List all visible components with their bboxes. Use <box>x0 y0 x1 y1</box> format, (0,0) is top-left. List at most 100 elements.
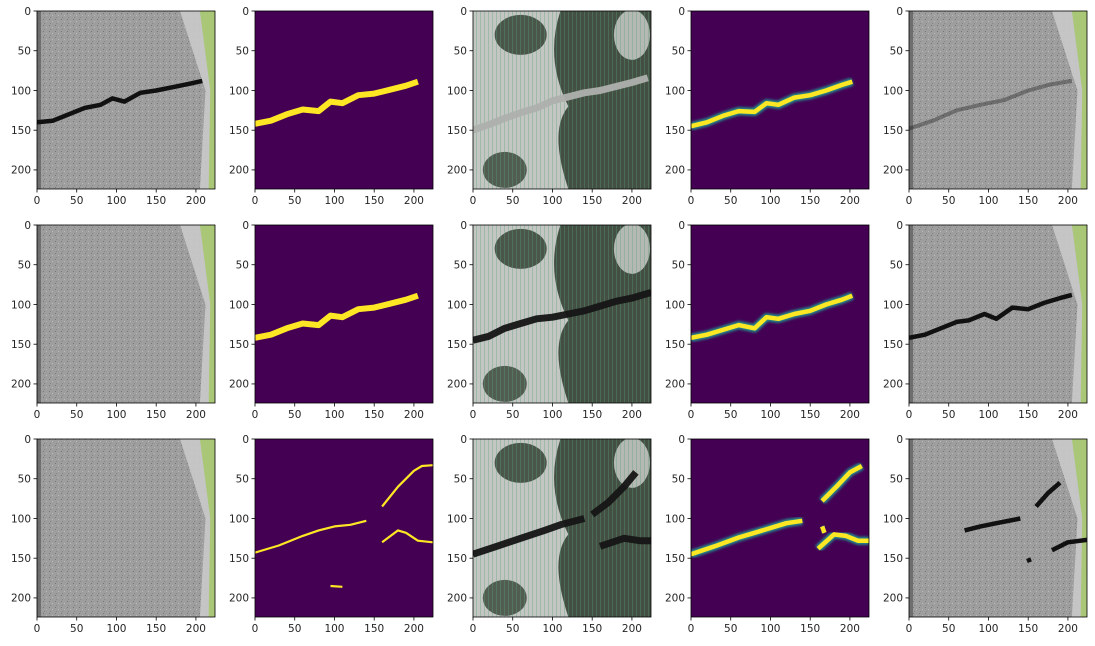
x-tick-label: 0 <box>252 623 259 635</box>
road-surface <box>909 11 1087 189</box>
axes-frame <box>908 438 1088 618</box>
y-tick-label: 0 <box>678 6 685 18</box>
grass-strip <box>199 225 215 403</box>
axes-frame <box>36 438 216 618</box>
road-surface <box>37 225 215 403</box>
y-tick-label: 0 <box>896 434 903 446</box>
x-tick-label: 0 <box>688 195 695 207</box>
axes-frame <box>690 224 870 404</box>
y-tick-label: 50 <box>672 474 685 486</box>
x-tick-label: 150 <box>146 409 166 421</box>
mask-crack <box>255 519 367 554</box>
x-tick-label: 150 <box>146 195 166 207</box>
x-tick-label: 200 <box>1058 623 1078 635</box>
x-tick-label: 100 <box>760 409 780 421</box>
y-tick-label: 150 <box>883 553 903 565</box>
crack-line <box>1050 537 1087 553</box>
axes-frame <box>36 10 216 190</box>
y-tick-label: 100 <box>665 513 685 525</box>
x-tick-label: 0 <box>688 623 695 635</box>
y-tick-label: 200 <box>229 379 249 391</box>
x-tick-label: 150 <box>364 623 384 635</box>
mask-crack <box>820 464 863 503</box>
y-tick-label: 150 <box>229 125 249 137</box>
grass-strip <box>199 11 215 189</box>
y-tick-label: 50 <box>236 46 249 58</box>
x-tick-label: 50 <box>506 195 519 207</box>
y-tick-label: 100 <box>447 85 467 97</box>
x-tick-label: 200 <box>186 195 206 207</box>
y-tick-label: 50 <box>18 260 31 272</box>
y-tick-label: 0 <box>678 220 685 232</box>
panel-r0-c1: 0 50 100 150 200 0 50 100 150 200 <box>229 6 434 207</box>
y-tick-label: 100 <box>229 85 249 97</box>
x-tick-label: 50 <box>288 409 301 421</box>
x-tick-label: 50 <box>70 409 83 421</box>
y-tick-label: 0 <box>242 6 249 18</box>
x-tick-label: 150 <box>582 623 602 635</box>
y-tick-label: 200 <box>11 379 31 391</box>
panel-r1-c4: 0 50 100 150 200 0 50 100 150 200 <box>883 220 1088 421</box>
x-tick-label: 150 <box>800 195 820 207</box>
crack-line <box>1034 480 1062 508</box>
x-tick-label: 100 <box>542 623 562 635</box>
x-tick-label: 50 <box>942 195 955 207</box>
y-tick-label: 150 <box>229 553 249 565</box>
x-tick-label: 100 <box>760 623 780 635</box>
x-tick-label: 0 <box>34 623 41 635</box>
y-tick-label: 0 <box>460 6 467 18</box>
x-tick-label: 200 <box>622 195 642 207</box>
y-tick-label: 0 <box>24 6 31 18</box>
y-tick-label: 200 <box>229 165 249 177</box>
mask-background <box>255 439 433 617</box>
axes-frame <box>254 10 434 190</box>
x-tick-label: 50 <box>942 409 955 421</box>
x-tick-label: 0 <box>34 409 41 421</box>
x-tick-label: 0 <box>470 409 477 421</box>
y-tick-label: 0 <box>460 220 467 232</box>
x-tick-label: 100 <box>106 623 126 635</box>
y-tick-label: 150 <box>665 125 685 137</box>
y-tick-label: 0 <box>24 220 31 232</box>
x-tick-label: 150 <box>582 195 602 207</box>
axes-frame <box>908 10 1088 190</box>
y-tick-label: 100 <box>883 513 903 525</box>
panel-r1-c2: 0 50 100 150 200 0 50 100 150 200 <box>447 220 652 421</box>
y-tick-label: 0 <box>896 6 903 18</box>
mask-crack <box>330 584 343 588</box>
y-tick-label: 100 <box>11 85 31 97</box>
x-tick-label: 100 <box>106 195 126 207</box>
y-tick-label: 100 <box>665 85 685 97</box>
generated-crack <box>473 289 651 344</box>
y-tick-label: 150 <box>665 553 685 565</box>
y-tick-label: 50 <box>890 474 903 486</box>
panel-r2-c1: 0 50 100 150 200 0 50 100 150 200 <box>229 434 434 635</box>
y-tick-label: 150 <box>229 339 249 351</box>
y-tick-label: 200 <box>447 165 467 177</box>
x-tick-label: 50 <box>724 623 737 635</box>
road-surface <box>909 225 1087 403</box>
y-tick-label: 150 <box>447 553 467 565</box>
mask-crack <box>381 529 433 544</box>
y-tick-label: 100 <box>883 85 903 97</box>
y-tick-label: 150 <box>665 339 685 351</box>
x-tick-label: 100 <box>324 409 344 421</box>
x-tick-label: 200 <box>840 409 860 421</box>
y-tick-label: 200 <box>447 379 467 391</box>
x-tick-label: 200 <box>1058 409 1078 421</box>
x-tick-label: 150 <box>1018 623 1038 635</box>
crack-line <box>37 78 203 125</box>
x-tick-label: 0 <box>252 409 259 421</box>
mask-crack <box>691 79 853 129</box>
x-tick-label: 100 <box>324 195 344 207</box>
axes-frame <box>690 438 870 618</box>
x-tick-label: 150 <box>1018 195 1038 207</box>
y-tick-label: 200 <box>665 379 685 391</box>
axes-frame <box>472 438 652 618</box>
y-tick-label: 200 <box>665 165 685 177</box>
grass-strip <box>199 439 215 617</box>
y-tick-label: 100 <box>447 299 467 311</box>
y-tick-label: 150 <box>11 125 31 137</box>
